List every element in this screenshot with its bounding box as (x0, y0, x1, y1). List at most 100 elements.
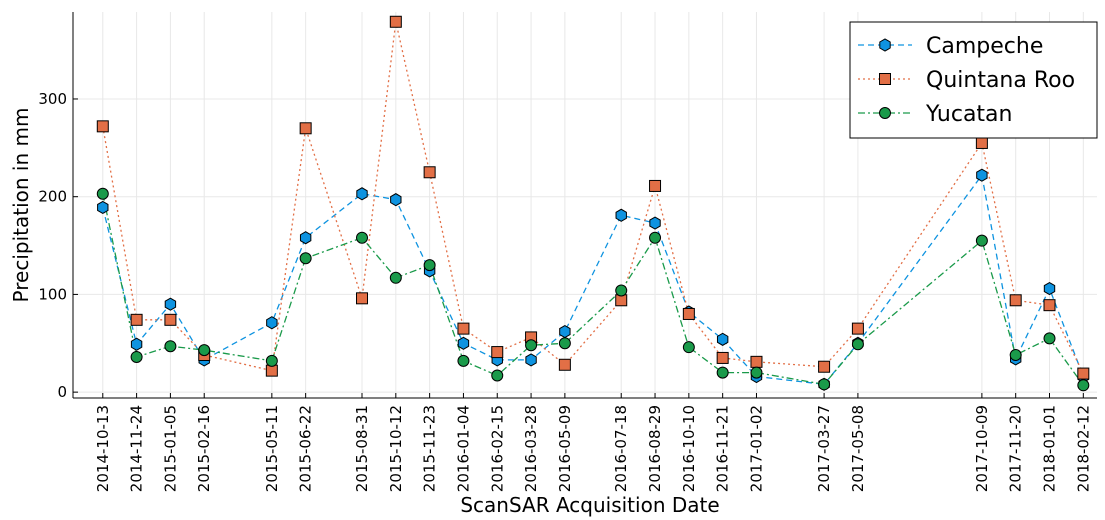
y-tick-label: 100 (38, 285, 67, 303)
y-tick-label: 0 (57, 383, 67, 401)
marker (457, 322, 470, 335)
marker (299, 122, 312, 135)
marker (457, 354, 470, 367)
marker (1009, 294, 1022, 307)
marker (491, 346, 504, 359)
marker (818, 378, 831, 391)
marker (164, 340, 177, 353)
x-tick-label: 2015-05-11 (263, 405, 281, 492)
marker (525, 353, 537, 367)
marker (491, 369, 504, 382)
x-tick-label: 2017-05-08 (849, 405, 867, 492)
x-tick-label: 2016-11-21 (714, 405, 732, 492)
x-tick-label: 2016-03-28 (522, 405, 540, 492)
x-tick-label: 2015-10-12 (387, 405, 405, 492)
marker (164, 297, 177, 311)
legend: Campeche Quintana Roo Yucatan (849, 21, 1098, 139)
x-tick-label: 2015-08-31 (353, 405, 371, 492)
x-tick-label: 2017-11-20 (1007, 405, 1025, 492)
marker (423, 166, 436, 179)
marker (198, 344, 211, 357)
x-tick-label: 2016-01-04 (454, 405, 472, 492)
legend-box (849, 21, 1098, 139)
marker (1043, 332, 1056, 345)
marker (389, 15, 402, 28)
marker (558, 337, 571, 350)
legend-label: Quintana Roo (926, 68, 1075, 93)
marker (750, 355, 763, 368)
marker (390, 193, 402, 207)
marker (299, 252, 312, 265)
marker (130, 313, 143, 326)
marker (615, 208, 627, 222)
x-tick-label: 2017-01-02 (747, 405, 765, 492)
marker (96, 120, 109, 133)
legend-label: Campeche (926, 34, 1043, 59)
x-tick-label: 2015-01-05 (161, 405, 179, 492)
marker (423, 259, 436, 272)
marker (356, 292, 369, 305)
x-tick-label: 2014-11-24 (128, 405, 146, 492)
marker (851, 338, 864, 351)
marker (615, 284, 628, 297)
marker (130, 337, 143, 351)
series-line (102, 173, 1084, 386)
marker (818, 360, 831, 373)
x-tick-label: 2017-03-27 (815, 405, 833, 492)
x-tick-label: 2014-10-13 (94, 405, 112, 492)
marker (975, 234, 988, 247)
marker (649, 216, 661, 230)
marker (1043, 299, 1056, 312)
marker (649, 231, 662, 244)
x-tick-label: 2015-06-22 (297, 405, 315, 492)
legend-marker (879, 38, 891, 52)
marker (716, 332, 729, 346)
marker (265, 354, 278, 367)
marker (851, 322, 864, 335)
legend-label: Yucatan (925, 102, 1013, 127)
marker (682, 307, 695, 320)
marker (96, 187, 109, 200)
x-tick-label: 2016-07-18 (612, 405, 630, 492)
x-tick-label: 2017-10-09 (973, 405, 991, 492)
marker (164, 313, 177, 326)
marker (266, 316, 278, 330)
marker (750, 366, 763, 379)
marker (356, 231, 369, 244)
y-axis-label: Precipitation in mm (9, 108, 33, 303)
marker (97, 200, 109, 215)
y-tick-label: 200 (38, 188, 67, 206)
marker (976, 168, 988, 182)
x-axis-label: ScanSAR Acquisition Date (460, 493, 719, 517)
x-tick-label: 2016-05-09 (556, 405, 574, 492)
y-tick-label: 300 (38, 90, 67, 108)
marker (975, 136, 988, 149)
x-tick-label: 2016-02-15 (488, 405, 506, 492)
marker (356, 187, 368, 201)
marker (1043, 281, 1056, 296)
series-line (102, 21, 1084, 374)
marker (716, 366, 729, 379)
marker (457, 336, 470, 350)
legend-marker (879, 73, 891, 85)
marker (1077, 379, 1090, 392)
marker (130, 350, 143, 363)
marker (682, 341, 695, 354)
marker (1077, 367, 1090, 380)
legend-marker (879, 107, 891, 119)
marker (559, 324, 571, 339)
x-tick-label: 2015-11-23 (421, 405, 439, 492)
x-tick-label: 2016-10-10 (680, 405, 698, 492)
series-line (102, 193, 1084, 386)
x-tick-label: 2015-02-16 (195, 405, 213, 492)
x-tick-label: 2016-08-29 (646, 405, 664, 492)
marker (649, 179, 662, 192)
marker (716, 351, 729, 364)
marker (558, 358, 571, 371)
x-tick-label: 2018-01-01 (1041, 405, 1059, 492)
x-tick-label: 2018-02-12 (1074, 405, 1092, 492)
marker (389, 271, 402, 284)
marker (525, 339, 538, 352)
marker (1009, 349, 1022, 362)
